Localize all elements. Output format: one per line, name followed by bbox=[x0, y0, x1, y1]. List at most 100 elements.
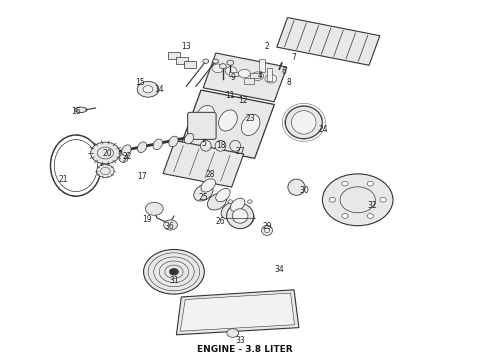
Text: 21: 21 bbox=[59, 175, 69, 184]
Circle shape bbox=[329, 198, 336, 202]
Text: 33: 33 bbox=[235, 336, 245, 345]
Ellipse shape bbox=[200, 140, 211, 151]
Text: 23: 23 bbox=[245, 114, 255, 123]
Circle shape bbox=[97, 165, 114, 177]
Ellipse shape bbox=[292, 111, 316, 134]
Ellipse shape bbox=[230, 198, 245, 211]
Ellipse shape bbox=[241, 114, 260, 135]
Circle shape bbox=[380, 198, 386, 202]
Text: 15: 15 bbox=[135, 78, 145, 87]
Text: 19: 19 bbox=[142, 215, 152, 224]
Text: 27: 27 bbox=[235, 147, 245, 156]
Text: 8: 8 bbox=[287, 78, 292, 87]
Circle shape bbox=[143, 86, 153, 93]
Circle shape bbox=[220, 64, 226, 69]
Text: 29: 29 bbox=[262, 222, 272, 231]
Bar bbox=[250, 73, 260, 78]
Ellipse shape bbox=[215, 140, 226, 151]
Bar bbox=[184, 61, 196, 68]
Circle shape bbox=[97, 147, 113, 159]
Ellipse shape bbox=[122, 145, 131, 156]
Text: 20: 20 bbox=[103, 149, 113, 158]
FancyBboxPatch shape bbox=[188, 112, 216, 139]
Text: 36: 36 bbox=[164, 222, 174, 231]
Circle shape bbox=[170, 269, 178, 275]
Ellipse shape bbox=[221, 202, 241, 219]
Circle shape bbox=[247, 200, 252, 203]
Circle shape bbox=[91, 142, 120, 164]
Text: 12: 12 bbox=[238, 96, 247, 105]
Ellipse shape bbox=[201, 179, 216, 192]
Ellipse shape bbox=[288, 179, 305, 195]
Circle shape bbox=[367, 213, 373, 218]
Ellipse shape bbox=[226, 203, 254, 229]
Bar bbox=[259, 59, 265, 72]
Bar bbox=[203, 53, 287, 102]
Circle shape bbox=[100, 167, 110, 175]
Text: 6: 6 bbox=[282, 68, 287, 77]
Text: 30: 30 bbox=[299, 186, 309, 195]
Circle shape bbox=[144, 249, 204, 294]
Ellipse shape bbox=[232, 209, 248, 223]
Circle shape bbox=[252, 72, 264, 81]
Ellipse shape bbox=[184, 133, 194, 144]
Text: 18: 18 bbox=[216, 141, 225, 150]
Text: 25: 25 bbox=[198, 194, 208, 202]
Circle shape bbox=[213, 59, 219, 63]
Circle shape bbox=[342, 181, 348, 186]
Text: 14: 14 bbox=[154, 85, 164, 94]
Text: 2: 2 bbox=[265, 42, 270, 51]
Circle shape bbox=[212, 64, 224, 73]
Text: 13: 13 bbox=[181, 42, 191, 51]
Polygon shape bbox=[180, 293, 294, 331]
Text: 5: 5 bbox=[201, 139, 206, 148]
Circle shape bbox=[265, 75, 277, 83]
Circle shape bbox=[146, 202, 163, 215]
Ellipse shape bbox=[196, 105, 215, 127]
Ellipse shape bbox=[216, 189, 230, 202]
Bar bbox=[277, 18, 380, 65]
Ellipse shape bbox=[74, 107, 87, 112]
Ellipse shape bbox=[219, 110, 237, 131]
Ellipse shape bbox=[153, 139, 163, 150]
Text: 11: 11 bbox=[225, 91, 235, 100]
Text: 26: 26 bbox=[216, 217, 225, 226]
Text: 4: 4 bbox=[257, 71, 262, 80]
Ellipse shape bbox=[285, 106, 322, 139]
Ellipse shape bbox=[265, 228, 270, 233]
Circle shape bbox=[137, 81, 159, 97]
Circle shape bbox=[228, 200, 233, 203]
Circle shape bbox=[225, 67, 237, 75]
Circle shape bbox=[322, 174, 393, 226]
Ellipse shape bbox=[262, 225, 272, 235]
Polygon shape bbox=[176, 290, 299, 335]
Ellipse shape bbox=[235, 211, 254, 228]
Text: 9: 9 bbox=[230, 73, 235, 82]
Ellipse shape bbox=[137, 142, 147, 153]
Ellipse shape bbox=[119, 154, 128, 162]
Ellipse shape bbox=[230, 140, 241, 151]
Circle shape bbox=[203, 59, 209, 63]
Bar bbox=[244, 78, 254, 84]
Circle shape bbox=[340, 187, 375, 213]
Text: 16: 16 bbox=[71, 107, 81, 116]
Bar bbox=[229, 72, 238, 76]
Circle shape bbox=[164, 220, 177, 230]
Circle shape bbox=[239, 69, 250, 78]
Text: 17: 17 bbox=[137, 172, 147, 181]
Circle shape bbox=[342, 213, 348, 218]
Text: 28: 28 bbox=[206, 170, 216, 179]
Text: 7: 7 bbox=[292, 53, 296, 62]
Ellipse shape bbox=[194, 184, 213, 201]
Text: 24: 24 bbox=[318, 125, 328, 134]
Text: 31: 31 bbox=[169, 276, 179, 285]
Text: 22: 22 bbox=[122, 152, 132, 161]
Text: ENGINE - 3.8 LITER: ENGINE - 3.8 LITER bbox=[197, 346, 293, 354]
Ellipse shape bbox=[169, 136, 178, 147]
Circle shape bbox=[227, 329, 239, 337]
Bar bbox=[168, 52, 180, 59]
Bar bbox=[181, 90, 274, 158]
Circle shape bbox=[367, 181, 373, 186]
Text: 34: 34 bbox=[274, 266, 284, 274]
Circle shape bbox=[227, 60, 234, 65]
